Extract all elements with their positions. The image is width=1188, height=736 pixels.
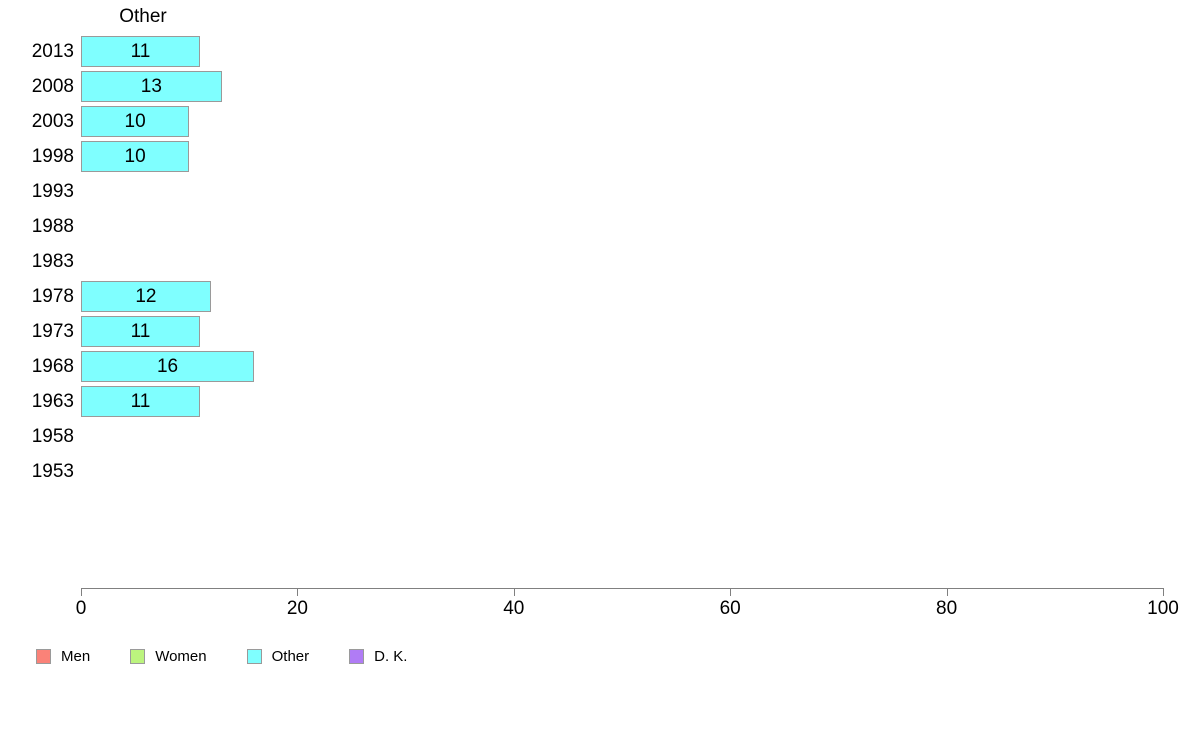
bar[interactable] [81,351,255,382]
chart-row: 1983 [0,244,1188,279]
x-axis-tick [730,588,732,596]
bar[interactable] [81,386,201,417]
x-axis-tick-label: 80 [936,598,958,619]
x-axis-tick [297,588,299,596]
bar-track: 10 [81,104,1188,139]
bar-track [81,419,1188,454]
row-label-year: 1983 [31,251,74,272]
chart-row: 1988 [0,209,1188,244]
x-axis-tick-label: 0 [75,598,87,619]
row-label-year: 1953 [31,461,74,482]
chart-row: 1993 [0,174,1188,209]
legend-item[interactable]: D. K. [349,648,407,665]
chart-row: 1973 11 [0,314,1188,349]
bar[interactable] [81,71,222,102]
chart-row: 1958 [0,419,1188,454]
x-axis-line [81,588,1163,589]
row-label-year: 1973 [31,321,74,342]
bar-track: 10 [81,139,1188,174]
row-label-year: 1968 [31,356,74,377]
bar-track [81,454,1188,489]
x-axis-tick [513,588,515,596]
x-axis-tick [1163,588,1164,596]
bar-track: 11 [81,314,1188,349]
bar-track: 11 [81,34,1188,69]
legend-label: Women [155,647,207,665]
legend-label: Men [61,647,91,665]
x-axis-tick-label: 40 [503,598,525,619]
legend-swatch-dk [349,648,365,664]
chart-row: 1978 12 [0,279,1188,314]
bar[interactable] [81,141,190,172]
row-label-year: 1993 [31,181,74,202]
legend-swatch-other [246,648,262,664]
chart-row: 1963 11 [0,384,1188,419]
legend-swatch-men [36,648,51,664]
x-axis-tick-label: 100 [1147,598,1179,619]
x-axis-tick [81,588,82,596]
row-label-year: 2013 [31,41,74,62]
chart-row: 1968 16 [0,349,1188,384]
chart-row: 2008 13 [0,69,1188,104]
x-axis-tick [946,588,948,596]
bar[interactable] [81,36,201,67]
panel-title: Other [119,6,167,27]
bar-track: 16 [81,349,1188,384]
legend-label: D. K. [374,647,408,665]
bar-track: 11 [81,384,1188,419]
row-label-year: 1963 [31,391,74,412]
x-axis-tick-label: 20 [286,598,308,619]
x-axis-tick-label: 60 [719,598,741,619]
legend-item[interactable]: Men [36,648,90,665]
bar-track [81,244,1188,279]
bar[interactable] [81,281,211,312]
row-label-year: 1958 [31,426,74,447]
row-label-year: 1978 [31,286,74,307]
bar[interactable] [81,106,190,137]
legend-label: Other [271,647,310,665]
legend-item[interactable]: Other [246,647,310,665]
row-label-year: 1998 [31,146,74,167]
chart-row: 1998 10 [0,139,1188,174]
chart-row: 1953 [0,454,1188,489]
chart-row: 2013 11 [0,34,1188,69]
x-axis: 0 20 40 60 80 100 [0,588,1188,628]
bar-track [81,174,1188,209]
row-label-year: 2003 [31,111,74,132]
legend-item[interactable]: Women [130,647,207,665]
row-label-year: 1988 [31,216,74,237]
legend-swatch-women [130,648,146,664]
row-label-year: 2008 [31,76,74,97]
chart-row: 2003 10 [0,104,1188,139]
bar[interactable] [81,316,201,347]
plot-area: 2013 11 2008 13 2003 10 1998 10 1993 1988 1983 1978… [0,34,1188,588]
bar-track: 12 [81,279,1188,314]
bar-track: 13 [81,69,1188,104]
bar-track [81,209,1188,244]
chart-legend: Men Women Other D. K. [36,645,447,667]
